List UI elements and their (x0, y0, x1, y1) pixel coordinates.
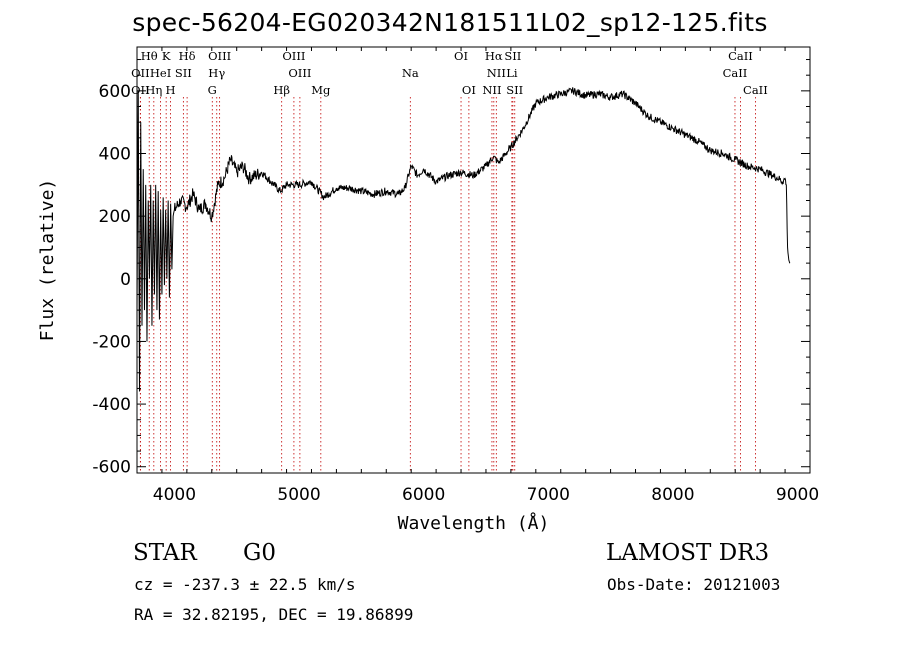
spectral-line-label: CaII (723, 66, 748, 80)
spectral-line-label: CaII (728, 49, 753, 63)
spectral-line-label: NII (482, 83, 501, 97)
plot-frame (136, 46, 811, 474)
spectral-line-label: SII (175, 66, 192, 80)
y-tick-label: 200 (99, 207, 131, 227)
x-axis-label: Wavelength (Å) (398, 512, 550, 534)
y-tick-label: -400 (92, 395, 131, 415)
spectral-line-label: OI (454, 49, 468, 63)
y-tick-label: 0 (120, 270, 131, 290)
spectral-line-label: SII (504, 49, 521, 63)
object-class: STAR (133, 540, 197, 566)
spectral-line-label: Hδ (179, 49, 196, 63)
y-axis-label: Flux (relative) (37, 179, 58, 342)
spectral-line-label: OII (131, 83, 150, 97)
spectral-line-label: SII (506, 83, 523, 97)
chart-title: spec-56204-EG020342N181511L02_sp12-125.f… (132, 8, 768, 37)
spectral-line-label: Hβ (273, 83, 290, 97)
x-tick-label: 8000 (651, 485, 694, 505)
spectral-line-label: OIII (208, 49, 231, 63)
spectral-line-label: Mg (311, 83, 331, 97)
spectral-line-label: Hα (485, 49, 503, 63)
y-tick-label: -600 (92, 458, 131, 478)
spectral-line-label: OI (462, 83, 476, 97)
spectral-line-label: OIII (288, 66, 311, 80)
x-tick-label: 6000 (402, 485, 445, 505)
spectral-line-label: CaII (743, 83, 768, 97)
spectral-line-label: NII (487, 66, 506, 80)
spectral-line-label: Na (402, 66, 419, 80)
spectral-line-label: K (162, 49, 171, 63)
object-subclass: G0 (243, 540, 277, 566)
y-tick-label: -200 (92, 332, 131, 352)
spectral-line-label: Li (506, 66, 518, 80)
spectral-line-label: Hγ (208, 66, 225, 80)
spectral-line-label: Hη (145, 83, 162, 97)
spectral-line-label: Hθ (141, 49, 158, 63)
spectral-line-label: G (208, 83, 217, 97)
y-tick-label: 600 (99, 82, 131, 102)
spectral-line-label: HeI (150, 66, 171, 80)
survey-name: LAMOST DR3 (606, 540, 770, 566)
x-tick-label: 7000 (527, 485, 570, 505)
spectral-line-label: H (166, 83, 176, 97)
spectral-line-label: OII (131, 66, 150, 80)
spectrum-series-line (136, 87, 791, 392)
observation-date: Obs-Date: 20121003 (607, 575, 781, 594)
x-tick-label: 9000 (776, 485, 819, 505)
x-tick-label: 5000 (277, 485, 320, 505)
y-tick-label: 400 (99, 145, 131, 165)
ra-dec-coordinates: RA = 32.82195, DEC = 19.86899 (134, 605, 414, 624)
spectral-line-label: OIII (282, 49, 305, 63)
redshift-cz: cz = -237.3 ± 22.5 km/s (134, 575, 356, 594)
x-tick-label: 4000 (153, 485, 196, 505)
